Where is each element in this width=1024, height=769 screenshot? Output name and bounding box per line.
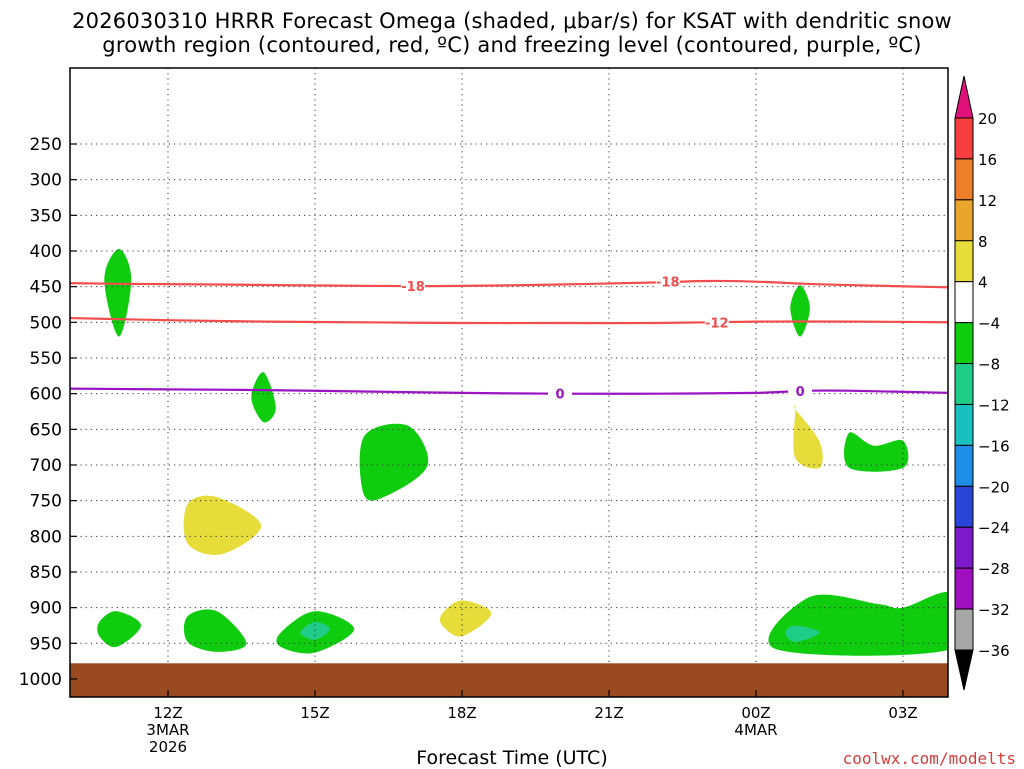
y-tick-label-350: 350	[30, 206, 62, 226]
colorbar-label-7: −12	[978, 396, 1010, 414]
chart-title-line-1: 2026030310 HRRR Forecast Omega (shaded, …	[72, 9, 952, 33]
colorbar-label-8: −16	[978, 437, 1010, 455]
omega-area-5	[793, 405, 823, 469]
omega-area-6	[183, 495, 262, 555]
contour-label-2-0: 0	[555, 388, 564, 403]
omega-area-9	[183, 609, 247, 652]
plot-frame	[69, 67, 949, 698]
y-tick-label-500: 500	[30, 313, 62, 333]
x-tick-label-12-0: 12Z	[153, 704, 182, 722]
contour-label-bg-2-1	[788, 382, 813, 398]
colorbar-segment-3	[954, 240, 974, 283]
colorbar-label-6: −8	[978, 356, 1000, 374]
y-tick-label-700: 700	[30, 456, 62, 476]
omega-area-0	[104, 248, 132, 337]
colorbar-label-2: 12	[978, 192, 997, 210]
contour-label-bg-0-1	[655, 273, 680, 289]
colorbar-top-cap	[954, 75, 974, 119]
x-tick-label-15-0: 15Z	[300, 704, 329, 722]
y-tick-label-800: 800	[30, 527, 62, 547]
colorbar-label-10: −24	[978, 519, 1010, 537]
y-tick-label-1000: 1000	[19, 670, 62, 690]
y-tick-label-750: 750	[30, 492, 62, 512]
y-tick-label-400: 400	[30, 242, 62, 262]
x-tick-label-18-0: 18Z	[447, 704, 476, 722]
y-tick-label-850: 850	[30, 563, 62, 583]
y-tick-label-950: 950	[30, 634, 62, 654]
colorbar-label-11: −28	[978, 560, 1010, 578]
x-tick-label-21-0: 21Z	[594, 704, 623, 722]
chart-title-line-2: growth region (contoured, red, ºC) and f…	[102, 33, 922, 57]
ground-fill	[70, 663, 948, 697]
contour-label-0-1: -18	[656, 276, 680, 291]
omega-area-7	[439, 600, 492, 637]
colorbar-segment-8	[954, 444, 974, 487]
colorbar-label-3: 8	[978, 233, 988, 251]
contour-2	[70, 387, 948, 395]
colorbar-segment-9	[954, 485, 974, 528]
x-tick-label-12-2: 2026	[149, 738, 187, 756]
y-tick-label-650: 650	[30, 420, 62, 440]
contour-0	[70, 279, 948, 289]
y-tick-label-900: 900	[30, 599, 62, 619]
colorbar-segment-2	[954, 199, 974, 242]
y-tick-label-450: 450	[30, 278, 62, 298]
colorbar-segment-11	[954, 567, 974, 610]
credit-link[interactable]: coolwx.com/modelts	[842, 749, 1016, 768]
colorbar-segment-10	[954, 526, 974, 569]
contour-label-0-0: -18	[401, 280, 425, 295]
y-tick-label-550: 550	[30, 349, 62, 369]
contour-label-2-1: 0	[796, 385, 805, 400]
colorbar-label-1: 16	[978, 151, 997, 169]
omega-area-3	[359, 423, 429, 501]
colorbar-label-9: −20	[978, 478, 1010, 496]
omega-area-1	[790, 285, 810, 337]
x-tick-label-24-0: 00Z	[741, 704, 770, 722]
colorbar-label-13: −36	[978, 642, 1010, 660]
colorbar-segment-0	[954, 117, 974, 160]
omega-area-11	[300, 621, 330, 640]
contour-label-bg-2-0	[548, 385, 572, 401]
colorbar-segment-1	[954, 158, 974, 201]
colorbar-bottom-cap	[954, 649, 974, 691]
omega-area-13	[785, 625, 820, 642]
contour-label-bg-1-0	[704, 314, 729, 330]
omega-area-8	[97, 611, 141, 648]
colorbar-segment-4	[954, 281, 974, 324]
x-tick-label-12-1: 3MAR	[146, 721, 189, 739]
colorbar-label-0: 20	[978, 110, 997, 128]
colorbar-segment-12	[954, 608, 974, 651]
colorbar-label-5: −4	[978, 315, 1000, 333]
x-axis-label: Forecast Time (UTC)	[416, 747, 608, 769]
contour-label-1-0: -12	[705, 316, 729, 331]
y-tick-label-300: 300	[30, 171, 62, 191]
omega-area-4	[844, 432, 909, 472]
y-tick-label-600: 600	[30, 385, 62, 405]
omega-area-12	[768, 591, 948, 656]
x-tick-label-27-0: 03Z	[888, 704, 917, 722]
omega-area-2	[251, 372, 276, 423]
contour-label-bg-0-0	[401, 277, 425, 293]
colorbar-segment-6	[954, 363, 974, 405]
colorbar-segment-5	[954, 322, 974, 365]
colorbar-segment-7	[954, 403, 974, 446]
x-tick-label-24-1: 4MAR	[734, 721, 777, 739]
colorbar-label-12: −32	[978, 601, 1010, 619]
colorbar-label-4: 4	[978, 274, 988, 292]
y-tick-label-250: 250	[30, 135, 62, 155]
contour-1	[70, 316, 948, 325]
